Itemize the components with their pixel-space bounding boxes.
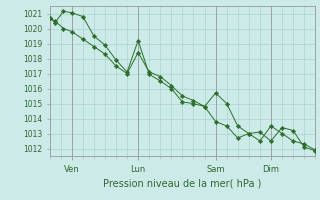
- X-axis label: Pression niveau de la mer( hPa ): Pression niveau de la mer( hPa ): [103, 178, 261, 188]
